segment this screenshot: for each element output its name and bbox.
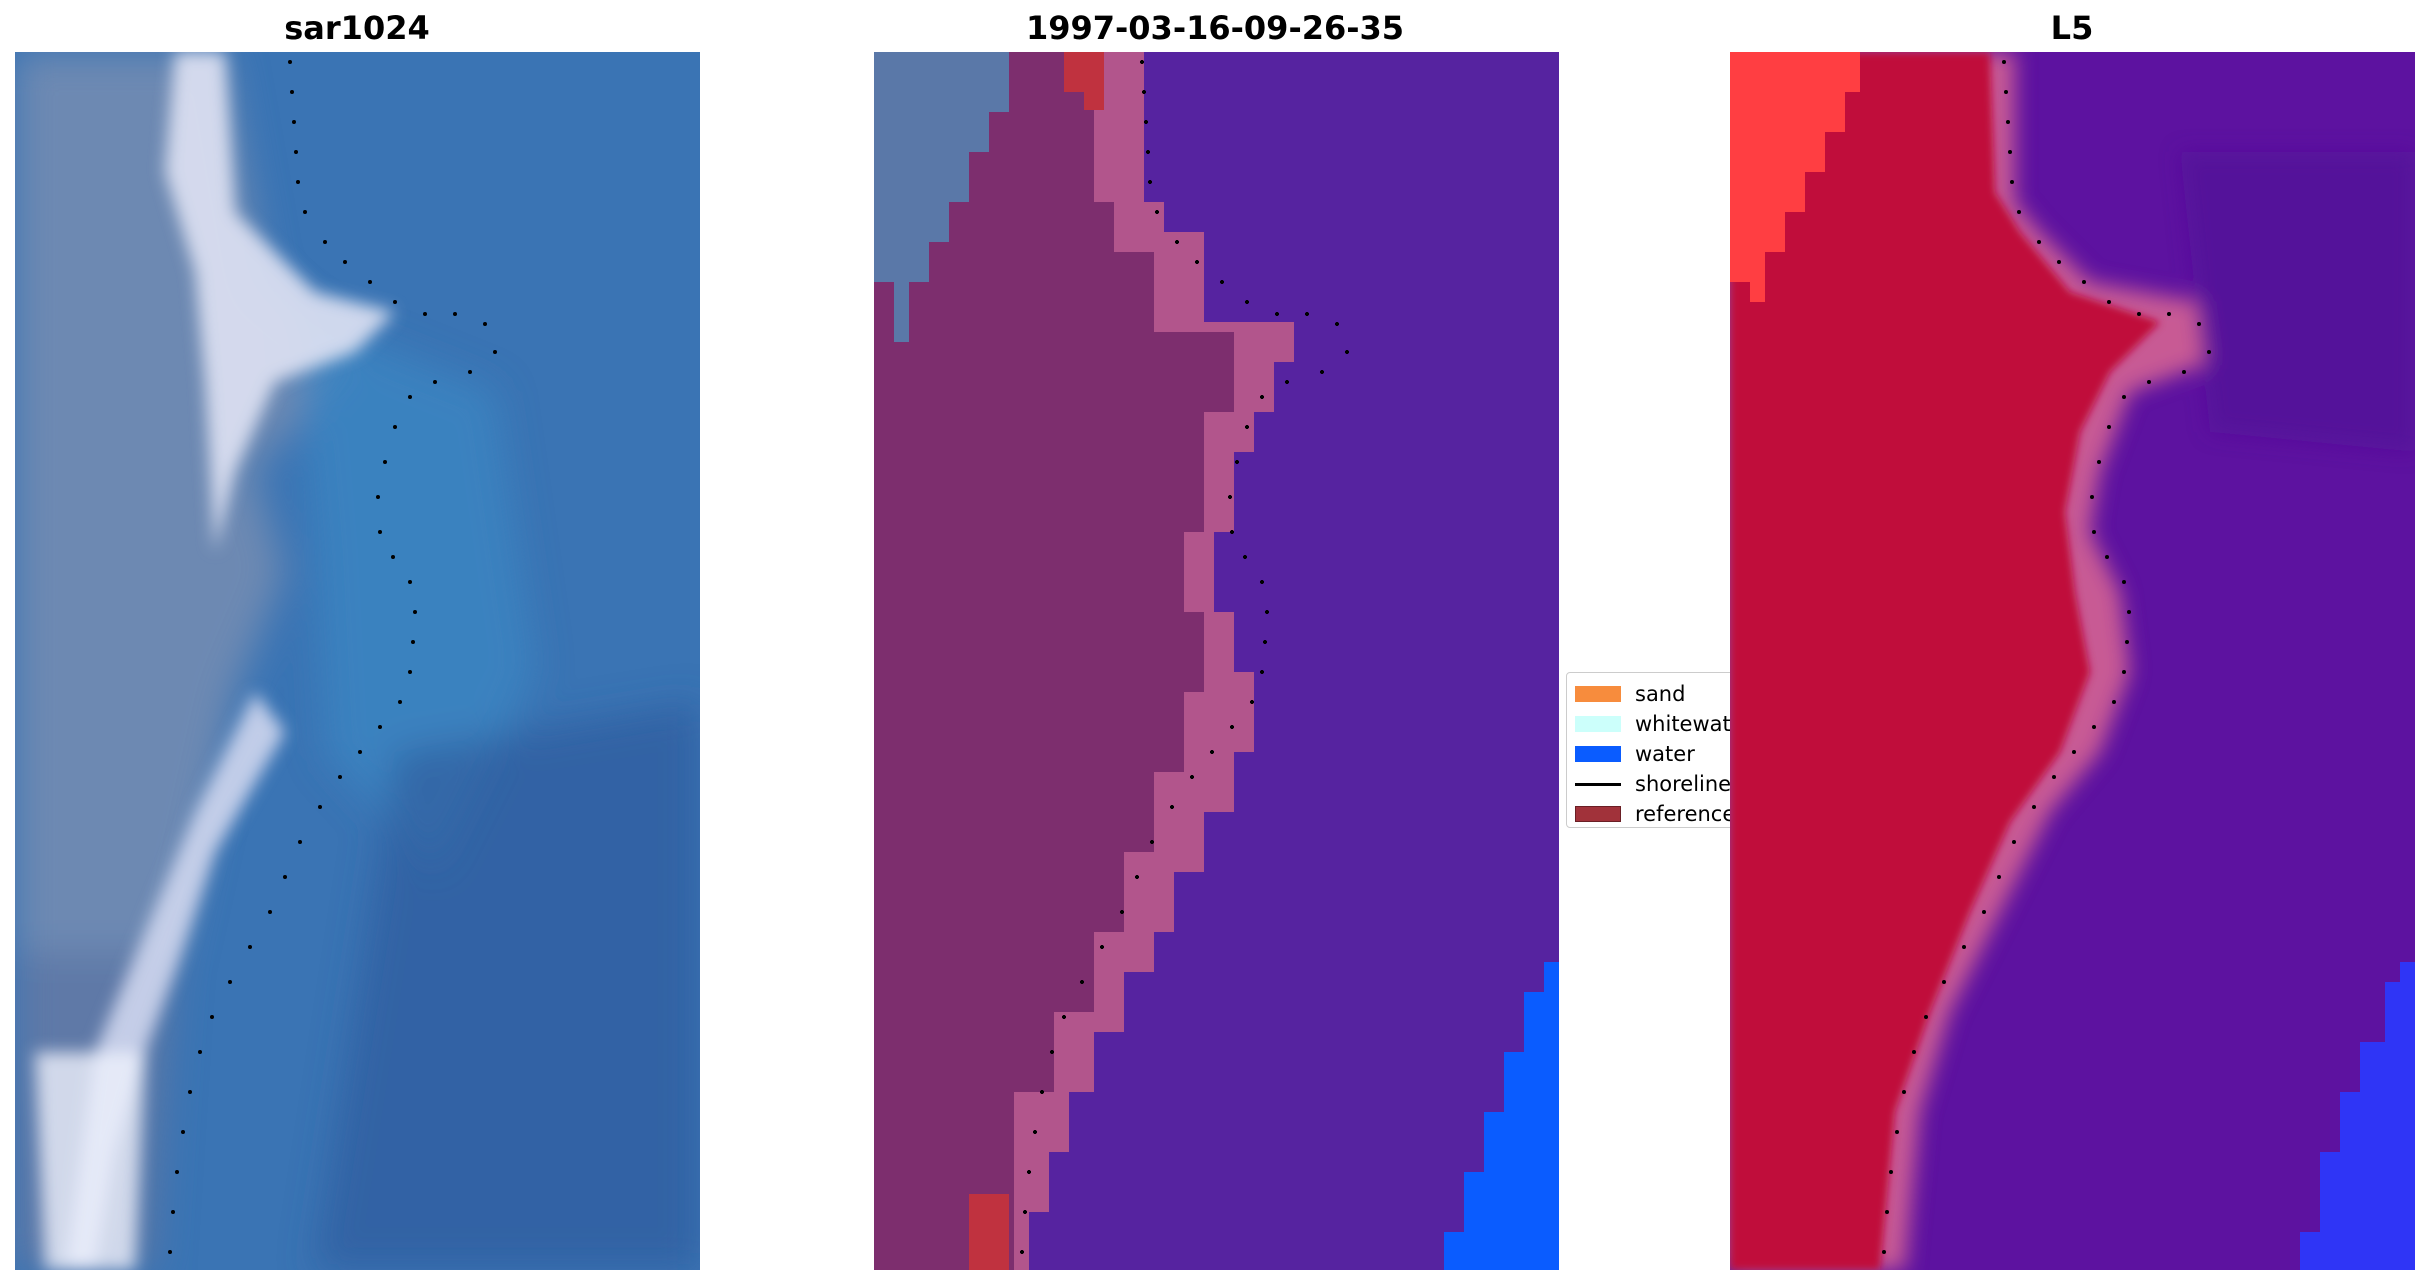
legend-label-reference: reference <box>1635 802 1736 826</box>
probability-image-panel <box>1730 52 2415 1270</box>
legend-swatch-sand <box>1575 686 1621 702</box>
legend-item-reference: reference <box>1575 799 1741 827</box>
legend-swatch-shoreline <box>1575 782 1621 786</box>
legend-swatch-whitewater <box>1575 716 1621 732</box>
legend-item-whitewater: whitewater <box>1575 709 1741 739</box>
panel-title-date: 1997-03-16-09-26-35 <box>1025 9 1405 47</box>
legend-item-sand: sand <box>1575 679 1741 709</box>
shoreline-left <box>168 60 497 1254</box>
legend-item-water: water <box>1575 739 1741 769</box>
classified-image-panel <box>874 52 1559 1270</box>
sar-image-panel <box>15 52 700 1270</box>
legend-item-shoreline: shoreline <box>1575 769 1741 799</box>
shoreline-mid <box>1020 60 1349 1254</box>
legend-label-whitewater: whitewater <box>1635 712 1742 736</box>
panel-title-l5: L5 <box>2050 9 2094 47</box>
legend: sand whitewater water shoreline referenc… <box>1566 672 1742 828</box>
classified-image <box>874 52 1559 1270</box>
legend-label-sand: sand <box>1635 682 1686 706</box>
shoreline-right <box>1882 60 2211 1254</box>
panel-title-sar1024: sar1024 <box>284 9 430 47</box>
legend-label-shoreline: shoreline <box>1635 772 1732 796</box>
legend-swatch-water <box>1575 746 1621 762</box>
legend-swatch-reference <box>1575 806 1621 822</box>
probability-image <box>1730 52 2415 1270</box>
legend-label-water: water <box>1635 742 1695 766</box>
sar-image <box>15 52 700 1270</box>
